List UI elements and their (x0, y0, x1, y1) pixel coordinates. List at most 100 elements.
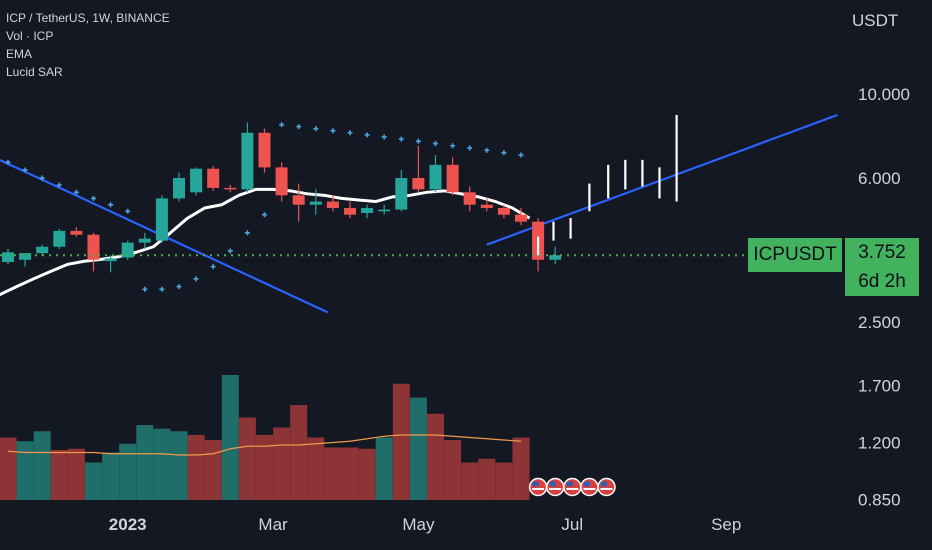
event-marker-flag (566, 481, 573, 487)
legend-ema[interactable]: EMA (6, 47, 33, 61)
volume-bar (204, 440, 222, 500)
sar-point (142, 286, 148, 292)
volume-bar (427, 413, 444, 500)
candle (19, 253, 32, 267)
volume-bar (238, 417, 256, 500)
candle (36, 244, 49, 256)
sar-point (244, 230, 250, 236)
candle-body (155, 198, 168, 241)
candle-body (515, 214, 527, 222)
candle-body (70, 230, 83, 235)
candle (104, 255, 117, 273)
candle (463, 186, 476, 212)
candle (446, 157, 459, 196)
event-marker (563, 477, 582, 497)
trendline (486, 113, 838, 246)
legend-symbol-title[interactable]: ICP / TetherUS, 1W, BINANCE (6, 11, 170, 25)
event-marker-stripe (583, 488, 596, 490)
candle (275, 162, 288, 202)
sar-point (296, 124, 302, 130)
sar-point (313, 126, 319, 132)
candle-body (480, 204, 493, 208)
candle-body (361, 207, 374, 213)
ema-line (0, 187, 531, 297)
candle (87, 232, 100, 272)
volume-bar (187, 435, 205, 500)
candle-body (463, 192, 476, 205)
sar-point (176, 284, 182, 290)
legend-sar[interactable]: Lucid SAR (6, 65, 63, 79)
event-marker-stripe (600, 488, 613, 490)
event-markers[interactable] (528, 477, 616, 497)
candle-body (224, 187, 237, 190)
volume-bar (392, 383, 410, 500)
candle (138, 232, 151, 249)
candle (497, 204, 510, 219)
candle-body (378, 209, 391, 212)
volume-bar (495, 462, 513, 500)
volume-bar (0, 437, 17, 500)
time-axis-tick: Mar (258, 515, 288, 534)
candle-body (446, 164, 459, 193)
volume-bar (375, 437, 393, 500)
event-marker (528, 477, 548, 497)
candle-body (549, 255, 562, 260)
candle (53, 229, 66, 249)
volume-bar (341, 447, 359, 500)
candle-body (275, 167, 288, 196)
volume-bar (153, 428, 171, 500)
sar-point (108, 202, 114, 208)
sar-point (125, 208, 131, 214)
candle-body (241, 132, 254, 190)
candle (258, 128, 271, 173)
volume-bar (85, 462, 102, 500)
sar-point (279, 122, 285, 128)
candle-body (344, 207, 356, 215)
projection-bars[interactable] (536, 115, 678, 256)
price-axis-tick: 0.850 (858, 490, 901, 509)
event-marker-ring (528, 477, 548, 497)
candle-body (326, 201, 339, 208)
sar-point (518, 152, 524, 158)
price-axis-tick: 10.000 (858, 85, 910, 104)
ema-line (0, 187, 531, 297)
volume-bar (67, 448, 85, 500)
legend-volume[interactable]: Vol · ICP (6, 29, 54, 43)
event-marker-flag (601, 481, 607, 487)
event-marker-stripe (532, 488, 545, 490)
trendlines[interactable] (0, 113, 838, 314)
time-axis-tick: 2023 (109, 515, 147, 534)
sar-point (91, 195, 96, 201)
volume-ma-line (7, 434, 522, 456)
sar-markers (5, 122, 524, 292)
last-price-tag: 3.752 6d 2h (845, 238, 919, 296)
candle (2, 248, 14, 265)
volume-bar (512, 437, 530, 500)
volume-bar (136, 425, 154, 500)
event-marker (580, 477, 599, 497)
event-marker-stripe (566, 488, 579, 490)
candle-body (2, 252, 14, 262)
candle (173, 172, 185, 202)
candle-body (395, 178, 408, 210)
candle (224, 184, 237, 193)
candle-body (292, 195, 305, 205)
volume-bar (119, 443, 137, 500)
volume-bar (461, 462, 479, 500)
candle (292, 183, 305, 222)
price-axis-tick: 6.000 (858, 169, 901, 188)
candle (378, 204, 391, 215)
candle (309, 189, 322, 215)
volume-bar (170, 431, 188, 500)
sar-point (262, 212, 267, 218)
sar-point (450, 143, 456, 149)
time-axis[interactable]: 2023 Mar May Jul Sep (109, 515, 742, 534)
event-marker (545, 477, 565, 497)
last-price-value: 3.752 (858, 242, 906, 263)
candle-body (173, 178, 185, 199)
sar-point (347, 130, 353, 136)
volume-bar (33, 431, 51, 500)
price-axis-unit: USDT (852, 11, 898, 30)
sar-point (467, 145, 473, 151)
